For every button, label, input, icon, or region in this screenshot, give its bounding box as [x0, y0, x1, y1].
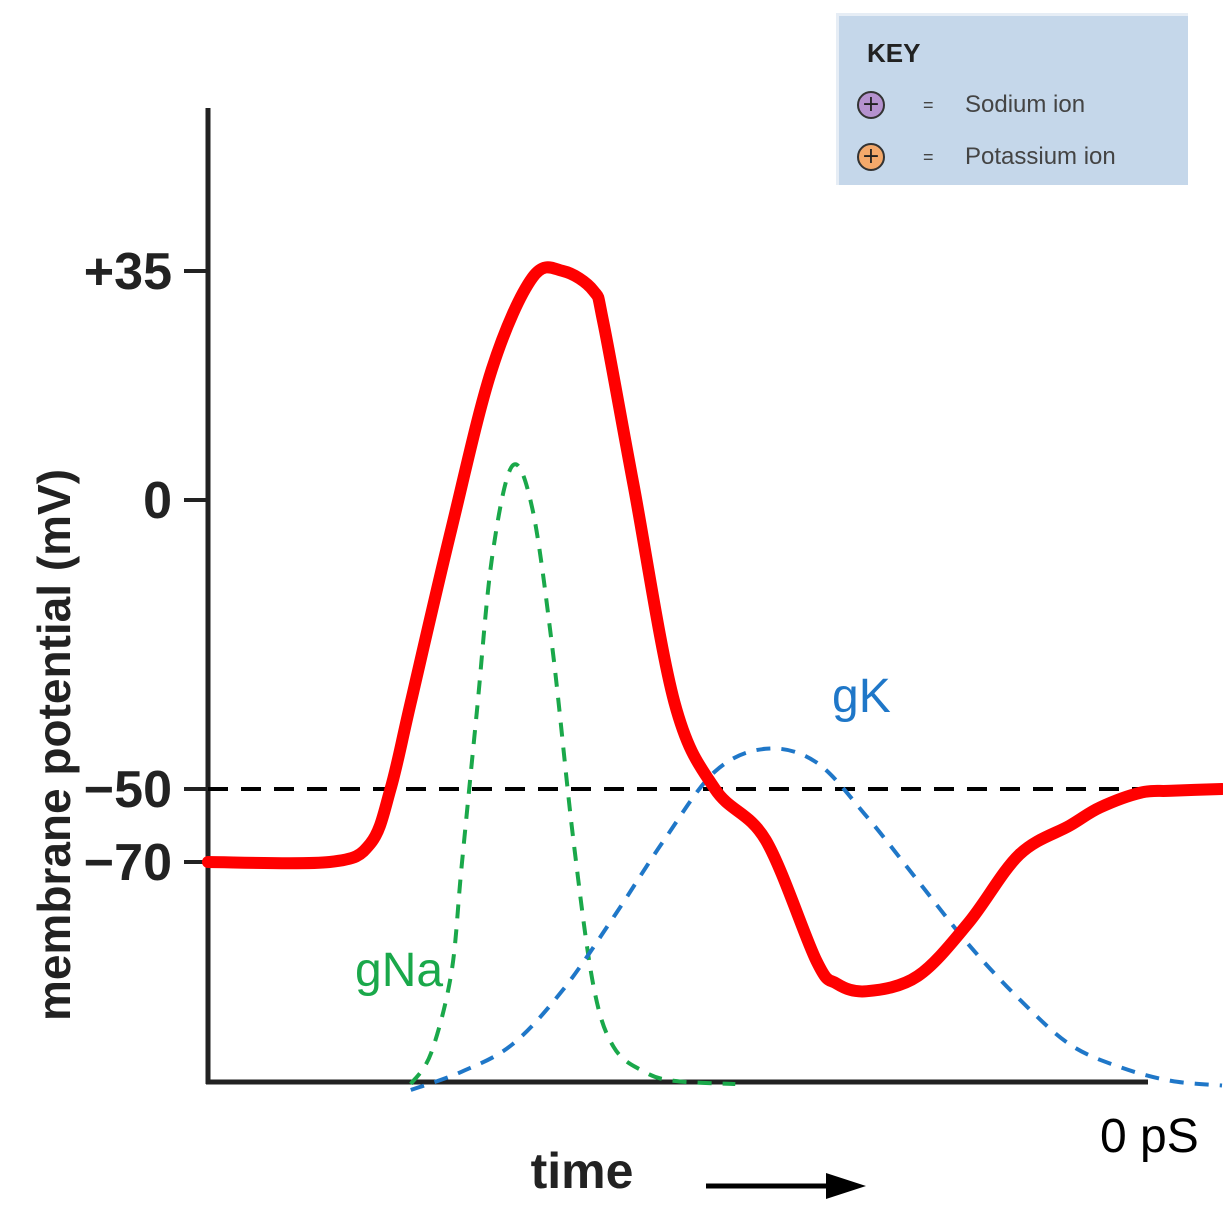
y-axis-label: membrane potential (mV) — [28, 469, 80, 1021]
y-tick-label: −70 — [84, 834, 172, 892]
x-axis-label: time — [531, 1143, 634, 1199]
time-arrow — [706, 1173, 866, 1199]
key-legend: KEY + = Sodium ion + = Potassium ion — [836, 13, 1188, 185]
key-item-sodium: + = Sodium ion — [857, 88, 1085, 122]
key-label-sodium: Sodium ion — [965, 91, 1086, 118]
y-tick-label: −50 — [84, 761, 172, 819]
sodium-ion-icon: + — [857, 91, 885, 119]
bottom-label: 0 pS — [1100, 1110, 1199, 1163]
gk-label: gK — [832, 670, 891, 723]
gna-label: gNa — [355, 944, 443, 997]
y-tick-label: +35 — [84, 243, 172, 301]
equals-sign: = — [923, 146, 934, 167]
potassium-ion-icon: + — [857, 143, 885, 171]
key-title: KEY — [867, 38, 921, 68]
key-item-potassium: + = Potassium ion — [857, 140, 1116, 174]
membrane-potential-curve — [202, 261, 1223, 998]
y-tick-label: 0 — [143, 472, 172, 530]
key-label-potassium: Potassium ion — [965, 143, 1116, 170]
gk-curve — [410, 746, 1223, 1092]
gna-curve — [409, 462, 736, 1086]
equals-sign: = — [923, 94, 934, 115]
